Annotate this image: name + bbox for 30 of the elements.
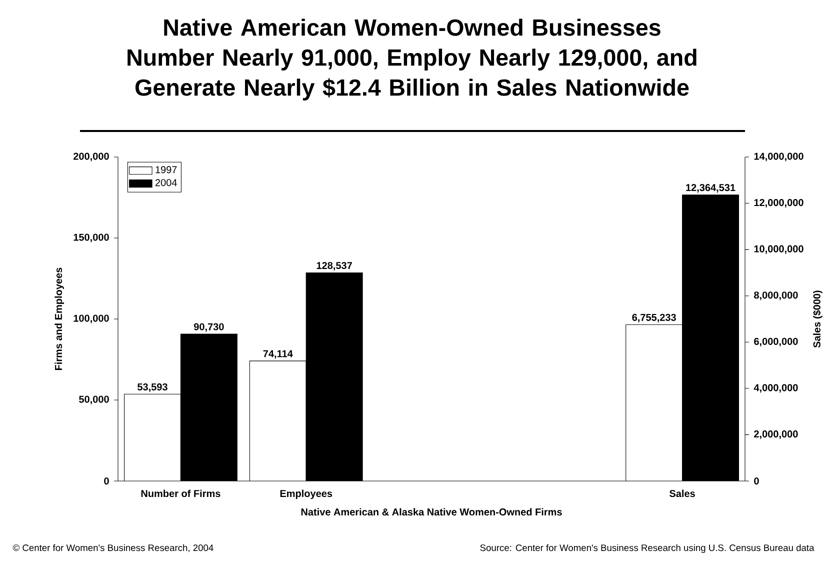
y-axis-title: Firms and Employees — [54, 268, 64, 370]
y-tick-label: 200,000 — [74, 152, 109, 162]
chart-title: Native American Women-Owned Businesses Number Nearly 91,000, Employ Nearly 129,000, and Generate Nearly $12.4 Billion in Sales Nationwide — [128, 18, 696, 100]
y2-tick-label: 6,000,000 — [754, 338, 798, 346]
y2-tick-label: 12,000,000 — [754, 199, 804, 208]
y2-tick-label: 8,000,000 — [754, 292, 798, 300]
y2-tick-label: 10,000,000 — [754, 245, 804, 254]
text: © Center for Women's Business Research, 2004 — [12, 544, 214, 552]
data-label: 6,755,233 — [632, 314, 676, 322]
data-label: 53,593 — [138, 383, 168, 392]
legend-label: 2004 — [155, 179, 177, 186]
y2-tick-label: 4,000,000 — [754, 384, 798, 393]
x-tick-label: Employees — [280, 490, 332, 500]
x-axis-title: Native American & Alaska Native Women-Owned Firms — [301, 508, 562, 516]
data-label: 74,114 — [263, 350, 293, 359]
y2-tick-label: 2,000,000 — [754, 430, 798, 439]
x-tick-label: Number of Firms — [141, 490, 220, 498]
y2-tick-label: 0 — [754, 477, 759, 485]
y-tick-label: 50,000 — [79, 396, 109, 404]
data-label: 128,537 — [316, 262, 352, 270]
source-note: Source: Center for Women's Business Research using U.S. Census Bureau data — [480, 544, 814, 553]
y2-tick-label: 14,000,000 — [754, 152, 804, 162]
y-tick-label: 0 — [104, 477, 109, 485]
data-label: 12,364,531 — [686, 184, 736, 193]
x-tick-label: Sales — [670, 490, 695, 498]
y-tick-label: 100,000 — [74, 314, 109, 324]
data-label: 90,730 — [194, 323, 224, 332]
legend-label: 1997 — [156, 166, 177, 174]
y-tick-label: 150,000 — [74, 234, 109, 242]
y2-axis-title: Sales ($000) — [812, 290, 822, 348]
